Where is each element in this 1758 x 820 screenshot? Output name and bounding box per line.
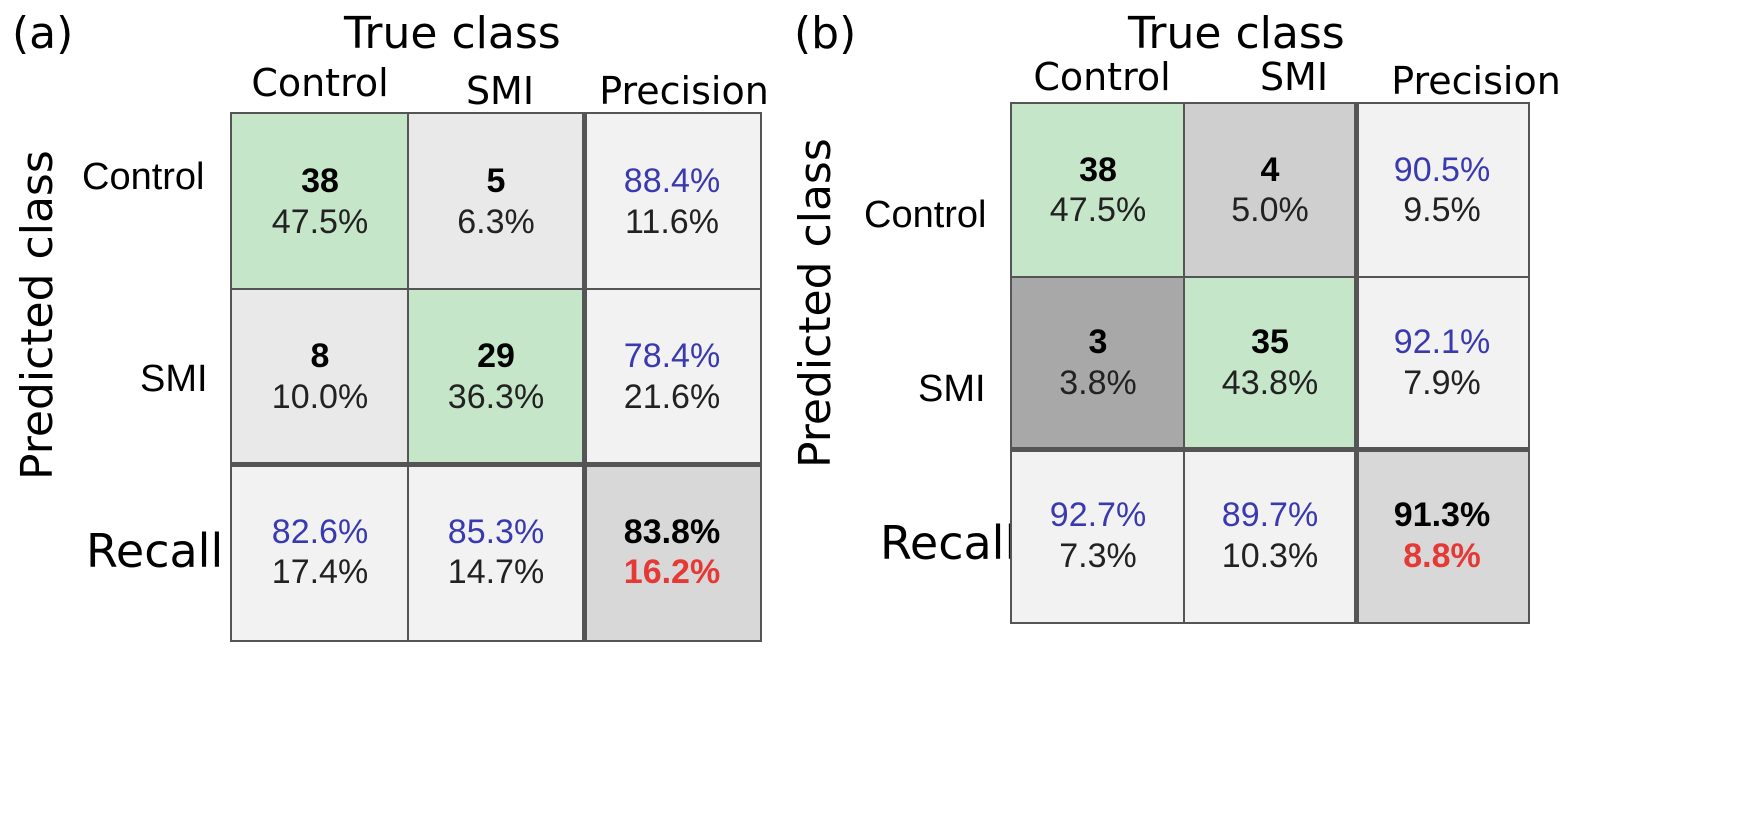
cell-secondary-value: 9.5% — [1403, 191, 1481, 230]
panel-label: (b) — [794, 8, 857, 59]
cell-primary-value: 91.3% — [1393, 495, 1491, 534]
matrix-cell: 91.3% 8.8% — [1356, 449, 1528, 622]
matrix-cell: 4 5.0% — [1184, 104, 1356, 277]
row-label-smi: SMI — [140, 358, 208, 400]
cell-secondary-value: 36.3% — [447, 377, 545, 416]
cell-secondary-value: 8.8% — [1403, 536, 1481, 575]
cell-primary-value: 29 — [477, 337, 515, 376]
matrix-cell: 88.4% 11.6% — [584, 114, 760, 290]
matrix-cell: 5 6.3% — [408, 114, 584, 290]
grid-divider — [1012, 446, 1528, 452]
cell-primary-value: 38 — [1079, 150, 1117, 189]
row-label-control: Control — [864, 194, 987, 236]
cell-secondary-value: 16.2% — [623, 553, 721, 592]
grid-divider — [232, 462, 760, 468]
cell-primary-value: 85.3% — [447, 512, 545, 551]
cell-secondary-value: 43.8% — [1221, 363, 1319, 402]
cell-primary-value: 38 — [301, 161, 339, 200]
matrix-cell: 3 3.8% — [1012, 276, 1184, 450]
cell-secondary-value: 7.3% — [1059, 536, 1137, 575]
grid-divider — [1353, 104, 1359, 622]
cell-primary-value: 83.8% — [623, 512, 721, 551]
cell-secondary-value: 10.0% — [271, 377, 369, 416]
cell-primary-value: 5 — [486, 161, 506, 200]
cell-primary-value: 78.4% — [623, 337, 721, 376]
predicted-class-title: Predicted class — [790, 138, 841, 468]
row-label-recall: Recall — [880, 516, 1018, 570]
col-label-smi: SMI — [1259, 55, 1329, 99]
matrix-grid: 38 47.5% 4 5.0% 90.5% 9.5% 3 3.8% 35 43.8% 92.1% 7.… — [1010, 102, 1530, 624]
cell-secondary-value: 6.3% — [457, 202, 535, 241]
grid-divider — [407, 114, 409, 640]
grid-divider — [1012, 275, 1528, 278]
matrix-cell: 89.7% 10.3% — [1184, 449, 1356, 622]
col-label-control: Control — [1033, 55, 1171, 99]
cell-secondary-value: 7.9% — [1403, 363, 1481, 402]
cell-primary-value: 92.1% — [1393, 323, 1491, 362]
cell-primary-value: 82.6% — [271, 512, 369, 551]
matrix-grid: 38 47.5% 5 6.3% 88.4% 11.6% 8 10.0% 29 36.3% 78.4%… — [230, 112, 762, 642]
cell-primary-value: 88.4% — [623, 161, 721, 200]
cell-primary-value: 8 — [310, 337, 330, 376]
col-label-precision: Precision — [1391, 59, 1561, 103]
cell-primary-value: 35 — [1251, 323, 1289, 362]
cell-primary-value: 92.7% — [1049, 495, 1147, 534]
cell-primary-value: 89.7% — [1221, 495, 1319, 534]
matrix-cell: 92.7% 7.3% — [1012, 449, 1184, 622]
matrix-cell: 83.8% 16.2% — [584, 464, 760, 640]
cell-secondary-value: 3.8% — [1059, 363, 1137, 402]
cell-secondary-value: 17.4% — [271, 553, 369, 592]
grid-divider — [1183, 104, 1185, 622]
col-label-precision: Precision — [599, 69, 769, 113]
matrix-cell: 35 43.8% — [1184, 276, 1356, 450]
true-class-title: True class — [344, 8, 561, 59]
cell-secondary-value: 10.3% — [1221, 536, 1319, 575]
cell-secondary-value: 11.6% — [625, 202, 719, 241]
col-label-control: Control — [251, 61, 389, 105]
cell-secondary-value: 47.5% — [1049, 191, 1147, 230]
true-class-title: True class — [1128, 8, 1345, 59]
matrix-cell: 38 47.5% — [1012, 104, 1184, 277]
row-label-recall: Recall — [86, 524, 224, 578]
row-label-smi: SMI — [918, 368, 986, 410]
matrix-cell: 82.6% 17.4% — [232, 464, 408, 640]
grid-divider — [581, 114, 587, 640]
grid-divider — [232, 288, 760, 291]
predicted-class-title: Predicted class — [12, 150, 63, 480]
row-label-control: Control — [82, 156, 205, 198]
matrix-cell: 90.5% 9.5% — [1356, 104, 1528, 277]
cell-secondary-value: 47.5% — [271, 202, 369, 241]
matrix-cell: 85.3% 14.7% — [408, 464, 584, 640]
matrix-cell: 92.1% 7.9% — [1356, 276, 1528, 450]
cell-primary-value: 90.5% — [1393, 150, 1491, 189]
cell-secondary-value: 21.6% — [623, 377, 721, 416]
panel-label: (a) — [12, 8, 74, 59]
col-label-smi: SMI — [465, 69, 535, 113]
cell-secondary-value: 14.7% — [447, 553, 545, 592]
cell-secondary-value: 5.0% — [1231, 191, 1309, 230]
matrix-cell: 29 36.3% — [408, 289, 584, 465]
matrix-cell: 8 10.0% — [232, 289, 408, 465]
matrix-cell: 78.4% 21.6% — [584, 289, 760, 465]
cell-primary-value: 4 — [1260, 150, 1280, 189]
matrix-cell: 38 47.5% — [232, 114, 408, 290]
cell-primary-value: 3 — [1088, 323, 1108, 362]
